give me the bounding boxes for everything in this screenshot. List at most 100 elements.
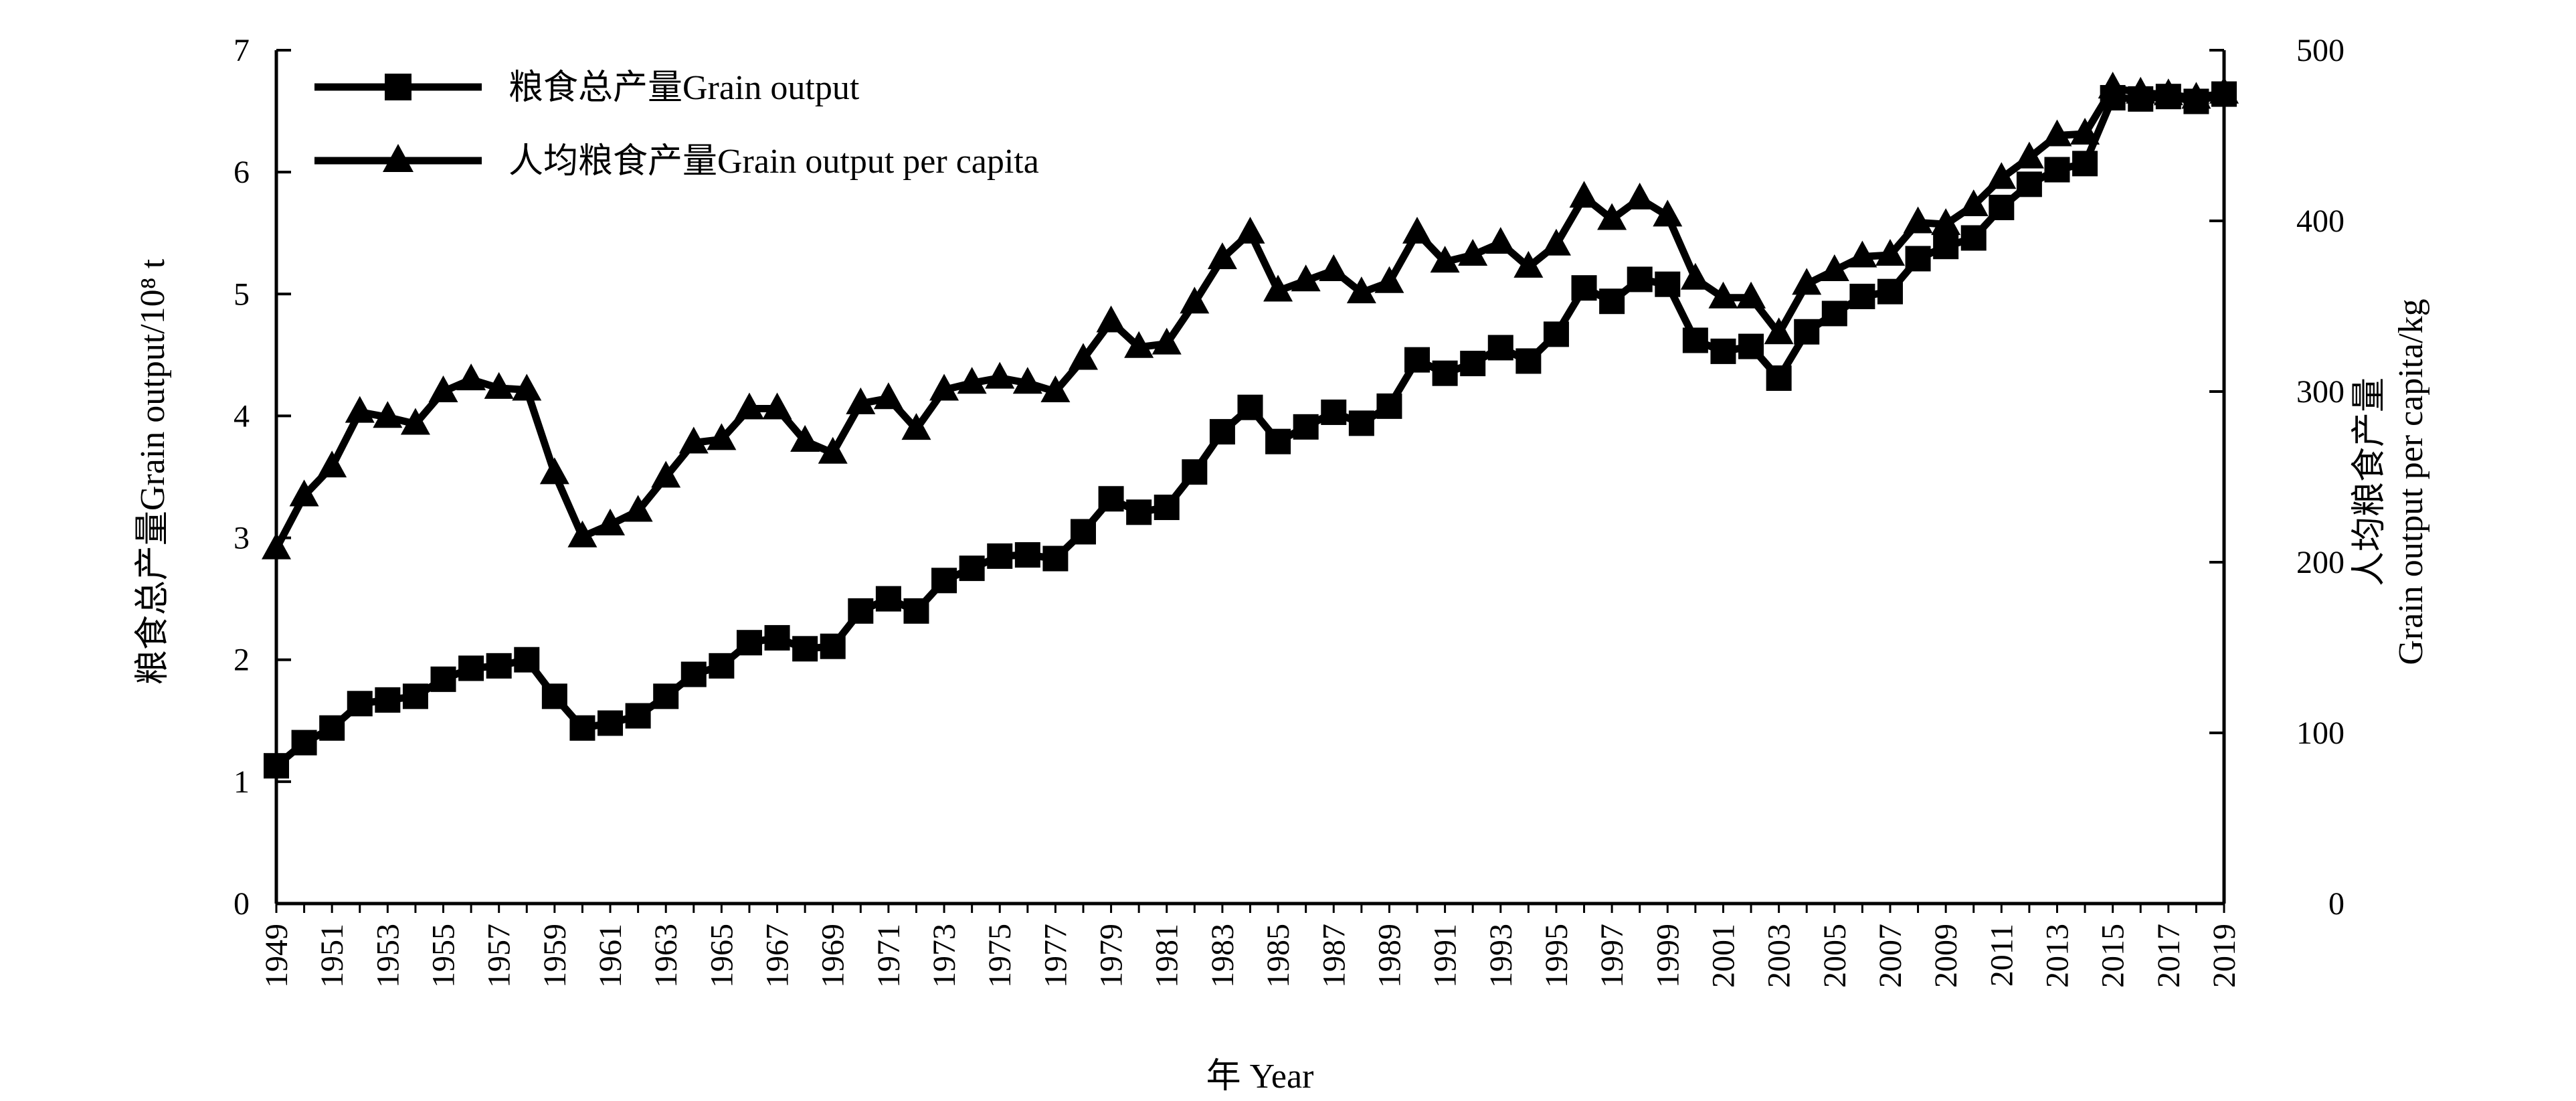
data-point-square [1460,351,1486,377]
data-point-triangle [2153,78,2183,106]
x-tick-label: 2009 [1928,924,1964,988]
data-point-triangle [846,387,876,414]
data-point-triangle [1513,250,1544,278]
data-point-square [820,633,846,659]
data-point-triangle [345,396,375,423]
left-axis-title: 粮食总产量Grain output/10⁸ t [134,258,172,685]
data-point-square [1487,335,1513,361]
data-point-square [1738,333,1764,359]
data-point-square [319,715,345,741]
x-tick-label: 1991 [1428,924,1463,988]
data-point-square [1794,319,1820,345]
series-layer [262,72,2239,779]
data-point-triangle [428,375,458,402]
data-point-square [875,586,901,612]
data-point-triangle [1903,206,1933,234]
data-point-square [1404,347,1431,373]
data-point-triangle [2126,76,2156,104]
x-tick-label: 1985 [1261,924,1296,988]
data-point-square [1710,338,1736,364]
data-point-triangle [1263,274,1293,302]
data-point-square [1515,348,1542,374]
data-point-triangle [651,460,681,488]
right-tick-label: 400 [2296,203,2344,239]
data-point-triangle [262,532,291,560]
data-point-square [1960,225,1987,251]
x-tick-label: 1957 [482,924,517,988]
data-point-square [653,683,679,709]
data-point-square [764,624,790,651]
data-point-square [709,653,735,679]
x-tick-label: 2013 [2039,924,2075,988]
right-axis-title-line1: 人均粮食产量 [2351,377,2389,586]
data-point-triangle [1569,181,1599,208]
data-point-square [402,683,428,709]
x-tick-label: 1983 [1205,924,1240,988]
data-point-triangle [1625,182,1655,209]
data-point-triangle [1124,331,1154,358]
data-point-triangle [539,457,569,485]
left-tick-label: 5 [234,276,250,312]
data-point-triangle [1152,327,1182,355]
data-point-triangle [595,508,626,535]
data-point-triangle [818,436,848,464]
data-point-triangle [456,363,486,391]
x-tick-label: 1967 [760,924,796,988]
right-axis-title-line2: Grain output per capita/kg [2392,299,2430,665]
data-point-square [486,653,512,679]
data-point-triangle [1653,199,1683,227]
data-point-square [514,647,540,673]
data-point-triangle [1068,343,1098,370]
data-point-triangle [400,408,430,435]
data-point-square [1126,499,1152,525]
left-tick-label: 3 [234,521,250,556]
data-point-triangle [1987,162,2017,189]
data-point-triangle [1040,375,1071,402]
x-tick-label: 1981 [1149,924,1185,988]
data-point-square [1905,246,1931,272]
data-point-square [1237,394,1263,420]
x-tick-label: 1997 [1594,924,1630,988]
legend-marker-triangle [383,144,413,172]
legend-label-1: 粮食总产量Grain output [509,69,860,107]
left-tick-label: 2 [234,643,250,678]
x-tick-label: 1953 [370,924,405,988]
data-point-triangle [1847,240,1877,268]
data-point-triangle [1485,227,1515,254]
data-point-square [848,598,874,624]
data-point-triangle [1235,216,1265,244]
x-tick-label: 2007 [1873,924,1908,988]
right-tick-label: 200 [2296,545,2344,580]
x-tick-label: 1961 [593,924,628,988]
data-point-square [1376,393,1402,419]
data-point-square [1070,519,1096,545]
data-point-square [1989,194,2015,220]
right-tick-label: 500 [2296,33,2344,68]
data-point-square [1682,327,1708,353]
data-point-triangle [1764,317,1794,345]
x-tick-label: 2003 [1762,924,1797,988]
data-point-square [1599,288,1625,315]
x-tick-label: 2017 [2151,924,2187,988]
data-point-triangle [1402,216,1433,244]
left-tick-label: 6 [234,155,250,190]
data-point-triangle [512,373,542,401]
data-point-square [569,715,595,741]
data-point-square [375,687,401,713]
data-point-square [903,598,929,624]
data-point-square [1877,278,1903,305]
data-point-square [291,730,317,756]
data-point-triangle [567,520,597,547]
data-point-square [1571,275,1597,301]
data-point-triangle [317,450,347,478]
left-tick-label: 0 [234,886,250,922]
data-point-triangle [707,423,737,450]
data-point-triangle [2181,82,2211,109]
x-tick-label: 2005 [1817,924,1853,988]
x-tick-label: 2019 [2207,924,2242,988]
left-tick-label: 7 [234,33,250,68]
data-point-square [1933,234,1959,260]
x-tick-label: 1977 [1038,924,1073,988]
data-point-triangle [1012,367,1042,394]
data-point-triangle [957,367,987,394]
